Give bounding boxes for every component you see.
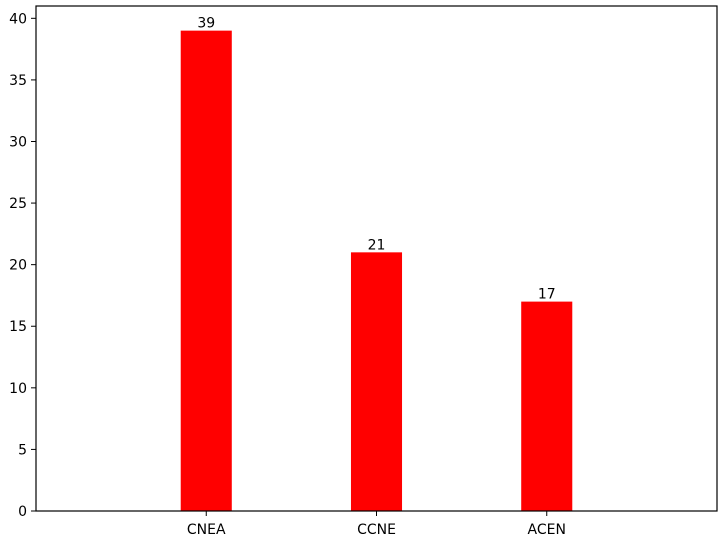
y-axis-ticks: 0 5 10 15 20 25 30 35 40 [9,11,36,520]
y-tick-label: 0 [18,504,27,520]
data-label-ccne: 21 [368,237,386,253]
y-tick-label: 35 [9,73,27,89]
x-tick-label-ccne: CCNE [357,522,396,538]
bar-cnea [180,30,232,511]
bars-layer [180,30,573,511]
x-axis-ticks: CNEA CCNE ACEN [187,511,566,538]
y-tick-label: 5 [18,442,27,458]
data-label-cnea: 39 [197,16,215,32]
y-tick-label: 10 [9,381,27,397]
bar-ccne [350,252,403,511]
y-tick-label: 20 [9,258,27,274]
y-tick-label: 25 [9,196,27,212]
x-tick-label-cnea: CNEA [187,522,226,538]
y-tick-label: 15 [9,319,27,335]
x-tick-label-acen: ACEN [528,522,566,538]
bar-acen [521,301,573,511]
plot-area-frame [35,5,718,512]
data-label-acen: 17 [538,287,556,303]
y-tick-label: 30 [9,134,27,150]
y-tick-label: 40 [9,11,27,27]
data-labels-layer: 39 21 17 [197,16,555,303]
